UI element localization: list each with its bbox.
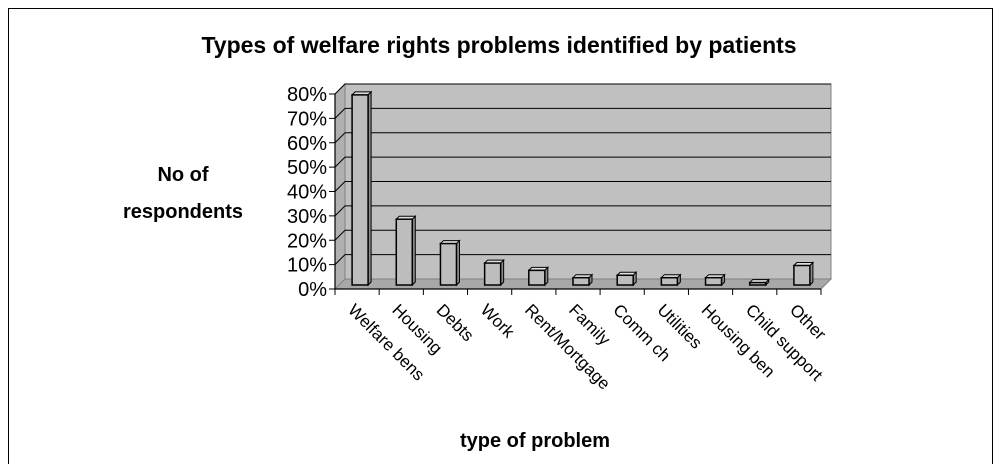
chart-svg: Types of welfare rights problems identif…: [123, 32, 833, 452]
bar: [395, 218, 414, 286]
gridline: [334, 83, 831, 95]
bar: [748, 281, 767, 286]
bar: [793, 264, 811, 286]
x-axis-label: type of problem: [460, 430, 610, 452]
gridline: [334, 132, 831, 144]
chart-frame: Types of welfare rights problems identif…: [8, 8, 993, 464]
bar: [660, 276, 679, 286]
bar: [483, 262, 502, 286]
gridline: [334, 254, 831, 265]
y-tick-label: 70%: [287, 108, 327, 130]
gridline: [334, 205, 831, 217]
y-tick-label: 20%: [287, 230, 327, 252]
y-tick-label: 60%: [287, 133, 327, 155]
y-axis-label-line-2: respondents: [123, 201, 243, 223]
chart-title: Types of welfare rights problems identif…: [201, 32, 796, 58]
bar: [704, 276, 723, 286]
bar: [572, 276, 590, 286]
gridline: [334, 181, 831, 192]
x-tick-label: Work: [477, 300, 519, 342]
gridline: [334, 229, 831, 241]
y-tick-label: 30%: [287, 206, 327, 228]
plot-area: 0%10%20%30%40%50%60%70%80%Welfare bensHo…: [287, 82, 833, 393]
gridline: [334, 107, 831, 119]
gridline: [334, 156, 831, 168]
bar: [351, 94, 369, 286]
y-tick-label: 40%: [287, 182, 327, 204]
y-tick-label: 50%: [287, 157, 327, 179]
y-tick-label: 80%: [287, 84, 327, 106]
y-tick-label: 10%: [287, 255, 327, 277]
bar: [439, 242, 458, 286]
bar: [616, 274, 634, 286]
bar: [528, 269, 546, 286]
y-axis-label-line-1: No of: [157, 164, 208, 186]
y-tick-label: 0%: [298, 279, 327, 301]
